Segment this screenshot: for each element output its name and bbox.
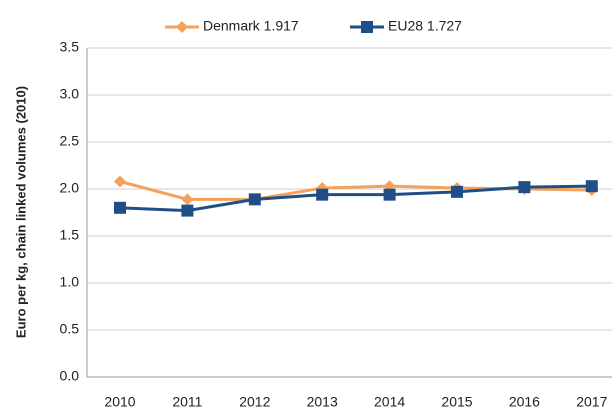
- x-tick-label: 2017: [576, 394, 607, 410]
- marker: [383, 188, 396, 201]
- x-tick-label: 2012: [239, 394, 270, 410]
- series-line: [119, 184, 592, 213]
- y-tick-label: 2.0: [60, 180, 80, 196]
- legend-label: EU28 1.727: [388, 18, 462, 34]
- y-axis-label: Euro per kg, chain linked volumes (2010): [13, 86, 28, 338]
- x-tick-label: 2015: [441, 394, 472, 410]
- marker: [518, 181, 531, 194]
- marker: [114, 201, 126, 214]
- y-tick-label: 0.0: [60, 368, 80, 384]
- y-tick-label: 0.5: [60, 321, 80, 337]
- marker: [176, 21, 188, 33]
- marker: [181, 204, 194, 217]
- y-tick-label: 1.5: [60, 227, 80, 243]
- y-tick-label: 1.0: [60, 274, 80, 290]
- marker: [585, 180, 598, 193]
- x-tick-label: 2013: [307, 394, 338, 410]
- x-tick-label: 2010: [104, 394, 135, 410]
- marker: [248, 193, 261, 206]
- x-tick-label: 2014: [374, 394, 405, 410]
- x-tick-label: 2016: [509, 394, 540, 410]
- y-tick-label: 3.0: [60, 86, 80, 102]
- marker: [361, 21, 373, 33]
- legend-label: Denmark 1.917: [203, 18, 299, 34]
- marker: [316, 188, 329, 201]
- y-tick-label: 2.5: [60, 133, 80, 149]
- x-tick-label: 2011: [172, 394, 202, 410]
- marker: [451, 185, 463, 198]
- marker: [114, 175, 126, 188]
- y-tick-label: 3.5: [60, 39, 80, 55]
- marker: [181, 193, 194, 206]
